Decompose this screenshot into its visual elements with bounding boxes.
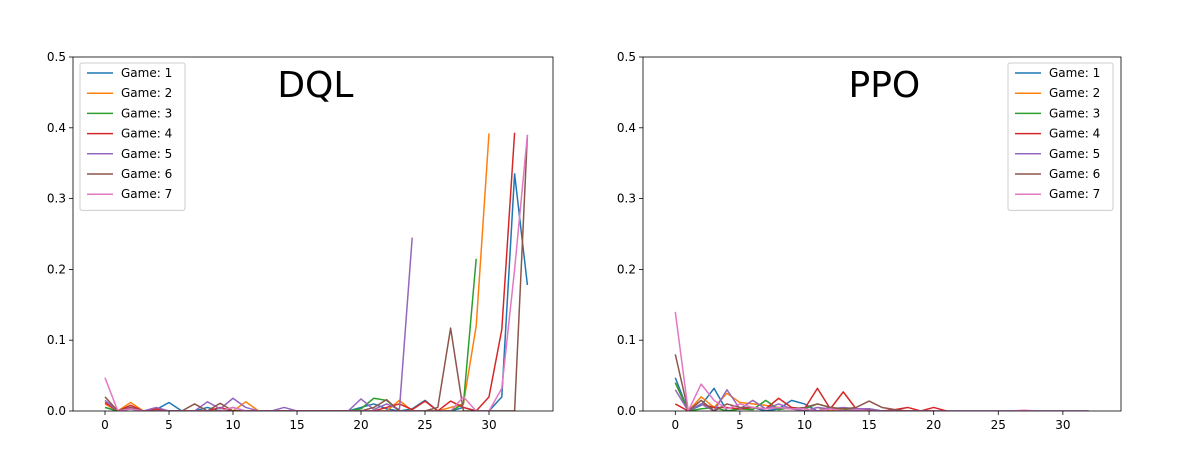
ppo-x-tick-label: 10 (797, 418, 812, 432)
dql-series-line-game-3 (104, 258, 477, 411)
ppo-legend-label-game-3: Game: 3 (1049, 106, 1100, 120)
ppo-x-tick-label: 30 (1055, 418, 1070, 432)
ppo-legend-label-game-6: Game: 6 (1049, 167, 1100, 181)
ppo-x-tick-label: 5 (736, 418, 744, 432)
dql-x-tick-label: 15 (289, 418, 304, 432)
ppo-x-tick-label: 20 (926, 418, 941, 432)
dql-x-tick-label: 25 (417, 418, 432, 432)
ppo-panel: 0 5 10 15 20 25 30 0.0 0.1 0.2 0.3 0.4 0.5 PPO Game: 1… (617, 50, 1122, 432)
ppo-y-tick-label: 0.0 (617, 404, 636, 418)
dql-series-line-game-7 (104, 134, 529, 411)
dql-panel: 0 5 10 15 20 25 30 0.0 0.1 0.2 0.3 0.4 0.5 DQL Game: 1… (47, 50, 554, 432)
ppo-legend-label-game-2: Game: 2 (1049, 86, 1100, 100)
ppo-x-tick-label: 0 (671, 418, 679, 432)
ppo-series-line-game-7 (674, 311, 1089, 411)
dql-y-tick-label: 0.2 (47, 262, 66, 276)
ppo-y-tick-label: 0.5 (617, 50, 636, 64)
dql-legend-label-game-1: Game: 1 (121, 66, 172, 80)
ppo-y-tick-label: 0.1 (617, 333, 636, 347)
dql-legend-label-game-7: Game: 7 (121, 187, 172, 201)
dql-y-tick-label: 0.3 (47, 192, 66, 206)
dql-x-tick-label: 20 (353, 418, 368, 432)
ppo-series-group (674, 311, 1089, 411)
dql-legend-label-game-6: Game: 6 (121, 167, 172, 181)
ppo-legend-label-game-1: Game: 1 (1049, 66, 1100, 80)
dql-y-tick-label: 0.1 (47, 333, 66, 347)
ppo-y-tick-label: 0.3 (617, 192, 636, 206)
ppo-legend-label-game-4: Game: 4 (1049, 127, 1100, 141)
dql-x-tick-label: 0 (101, 418, 109, 432)
dql-legend-label-game-5: Game: 5 (121, 147, 172, 161)
ppo-axes-frame (642, 56, 1122, 412)
ppo-legend: Game: 1 Game: 2 Game: 3 Game: 4 Game: 5 Game:… (1007, 62, 1114, 211)
dql-x-tick-label: 10 (225, 418, 240, 432)
dql-legend-label-game-3: Game: 3 (121, 106, 172, 120)
dql-series-line-game-6 (104, 134, 529, 411)
dql-series-group (104, 132, 529, 411)
ppo-series-line-game-6 (674, 354, 934, 411)
dql-legend: Game: 1 Game: 2 Game: 3 Game: 4 Game: 5 Game:… (79, 62, 186, 211)
dql-series-line-game-4 (104, 132, 516, 411)
dql-series-line-game-5 (104, 237, 413, 411)
dql-series-line-game-1 (104, 173, 529, 411)
dql-legend-label-game-2: Game: 2 (121, 86, 172, 100)
ppo-y-tick-label: 0.4 (617, 121, 636, 135)
ppo-x-tick-label: 15 (861, 418, 876, 432)
dql-axes-frame (72, 56, 554, 412)
dql-x-tick-label: 30 (481, 418, 496, 432)
ppo-chart-title: PPO (849, 65, 921, 106)
dql-y-tick-label: 0.0 (47, 404, 66, 418)
ppo-x-tick-label: 25 (991, 418, 1006, 432)
ppo-legend-label-game-7: Game: 7 (1049, 187, 1100, 201)
dql-legend-label-game-4: Game: 4 (121, 127, 172, 141)
ppo-y-tick-label: 0.2 (617, 262, 636, 276)
dql-x-tick-label: 5 (165, 418, 173, 432)
dql-y-tick-label: 0.4 (47, 121, 66, 135)
dql-y-tick-label: 0.5 (47, 50, 66, 64)
ppo-legend-label-game-5: Game: 5 (1049, 147, 1100, 161)
dql-chart-title: DQL (277, 65, 353, 106)
